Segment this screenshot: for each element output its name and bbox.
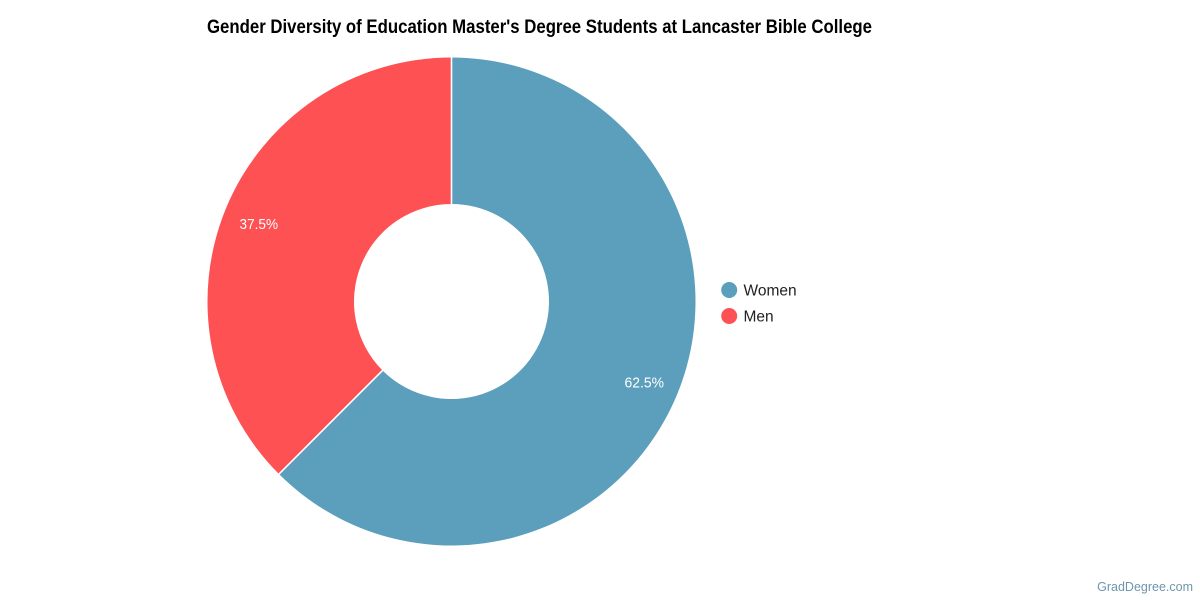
svg-text:Men: Men (744, 309, 774, 326)
svg-text:37.5%: 37.5% (240, 216, 279, 233)
svg-text:Gender Diversity of Education: Gender Diversity of Education Master's D… (207, 17, 872, 38)
svg-text:Women: Women (744, 283, 797, 300)
svg-text:62.5%: 62.5% (625, 374, 665, 391)
svg-text:GradDegree.com: GradDegree.com (1097, 580, 1193, 594)
